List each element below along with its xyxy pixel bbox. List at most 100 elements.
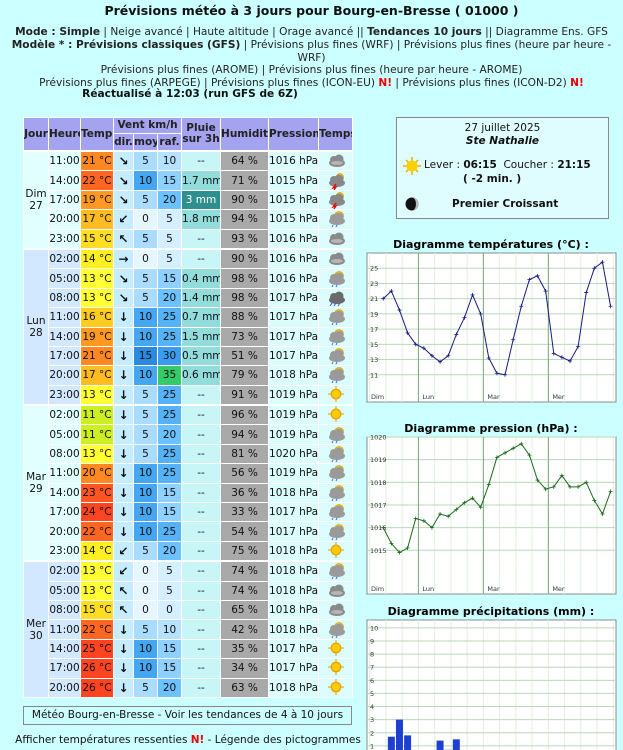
pictogram <box>328 211 345 228</box>
wind-gust: 5 <box>156 580 183 601</box>
moon-icon <box>405 197 419 211</box>
link-text[interactable]: || Diagramme Ens. GFS <box>481 26 608 38</box>
pressure: 1016 hPa <box>268 268 320 289</box>
point <box>527 277 532 282</box>
weather-icon <box>318 326 354 347</box>
weather-icon <box>318 540 354 562</box>
temperature: 24 °C <box>80 502 114 523</box>
column-subheader: dir. <box>113 133 134 152</box>
humidity: 94 % <box>220 424 270 445</box>
link-text[interactable]: | Prévisions plus fines (WRF) | Prévisio… <box>240 38 612 64</box>
point <box>527 453 532 458</box>
time: 02:00 <box>48 248 81 270</box>
rain: 0.4 mm <box>181 268 222 289</box>
wind-average: 5 <box>133 384 158 406</box>
y-tick-label: 1020 <box>370 434 387 442</box>
wind-gust: 15 <box>156 170 183 191</box>
weather-icon <box>318 209 354 230</box>
time: 11:00 <box>48 619 81 640</box>
pictogram <box>327 679 344 695</box>
time: 05:00 <box>48 424 81 445</box>
link-text[interactable]: N! <box>570 77 584 90</box>
pressure: 1017 hPa <box>268 521 320 542</box>
link-text[interactable]: N! <box>190 734 205 746</box>
link-text[interactable]: Prévisions plus fines (AROME) | Prévisio… <box>100 64 523 77</box>
forecast-row: 11:00 22 °C ↓ 5 10 -- 42 % 1018 hPa <box>24 619 354 640</box>
column-header: Jour <box>23 117 49 152</box>
wind-average: 10 <box>133 170 158 191</box>
y-tick-label: 8 <box>370 651 374 659</box>
rain: 1.5 mm <box>181 326 222 347</box>
trend-link[interactable]: Météo Bourg-en-Bresse - Voir les tendanc… <box>23 706 352 725</box>
pictogram <box>328 232 345 245</box>
time: 14:00 <box>48 326 81 347</box>
point <box>478 311 483 316</box>
column-header: Temps <box>318 117 354 152</box>
temperature: 15 °C <box>80 228 114 250</box>
forecast-row: 08:00 13 °C ↓ 5 25 -- 81 % 1020 hPa <box>24 443 354 465</box>
bar <box>436 740 444 750</box>
point <box>559 473 564 478</box>
pressure: 1018 hPa <box>268 560 320 582</box>
point <box>462 500 467 505</box>
pressure: 1019 hPa <box>268 463 320 484</box>
time: 23:00 <box>48 384 81 406</box>
link-text[interactable]: | Neige avancé | Haute altitude | Orage … <box>100 26 368 38</box>
weather-icon <box>318 638 354 660</box>
link-text[interactable]: Modèle * : Prévisions classiques (GFS) <box>11 38 241 51</box>
pictogram <box>328 484 345 502</box>
time: 11:00 <box>48 463 81 484</box>
day-date: 28 <box>29 327 43 340</box>
column-header: Pression <box>268 117 320 152</box>
point <box>397 308 402 313</box>
link-text[interactable]: Prévisions plus fines (ARPEGE) | Prévisi… <box>39 77 379 90</box>
temperature: 13 °C <box>80 268 114 289</box>
link-text[interactable]: Tendances 10 jours <box>367 26 482 38</box>
pressure: 1017 hPa <box>268 287 320 309</box>
weather-icon <box>318 463 354 484</box>
humidity: 88 % <box>220 307 270 328</box>
forecast-row: 05:00 11 °C ↓ 5 20 -- 94 % 1019 hPa <box>24 424 354 445</box>
link-text[interactable]: Afficher températures ressenties <box>15 734 191 746</box>
point <box>559 355 564 360</box>
rain: -- <box>181 677 222 698</box>
y-tick-label: 6 <box>370 677 374 685</box>
pressure: 1017 hPa <box>268 326 320 347</box>
forecast-row: 23:00 14 °C ↙ 5 20 -- 75 % 1018 hPa <box>24 540 354 562</box>
pressure: 1018 hPa <box>268 482 320 504</box>
y-tick-label: 7 <box>370 664 374 672</box>
wind-gust: 25 <box>156 521 183 542</box>
y-tick-label: 4 <box>370 703 374 711</box>
link-text[interactable]: Mode : Simple <box>15 26 101 38</box>
wind-gust: 25 <box>156 443 183 465</box>
rain: 1.8 mm <box>181 209 222 230</box>
link-text[interactable]: N! <box>378 77 393 90</box>
humidity: 56 % <box>220 463 270 484</box>
humidity: 51 % <box>220 345 270 367</box>
point <box>600 260 605 265</box>
sunrise: 06:15 <box>463 159 497 171</box>
point <box>567 484 572 489</box>
rain: 3 mm <box>181 189 222 211</box>
temperature-chart: Diagramme températures (°C) : 11 13 15 17 19 2… <box>366 238 617 403</box>
forecast-row: 23:00 13 °C ↓ 5 25 -- 91 % 1019 hPa <box>24 384 354 406</box>
forecast-row: 20:00 26 °C ↓ 5 20 -- 63 % 1018 hPa <box>24 677 354 698</box>
humidity: 71 % <box>220 170 270 191</box>
column-header: Vent km/h <box>112 116 183 135</box>
y-tick-label: 13 <box>370 356 378 364</box>
point <box>519 441 524 446</box>
link-text[interactable]: | Prévisions plus fines (ICON-D2) <box>392 77 571 90</box>
wind-direction: ↓ <box>113 345 134 367</box>
pictogram <box>328 328 345 345</box>
forecast-row: 05:00 13 °C ↖ 0 5 -- 74 % 1018 hPa <box>24 580 354 601</box>
time: 20:00 <box>48 521 81 542</box>
weather-icon <box>318 677 354 698</box>
rain: -- <box>181 248 222 270</box>
pressure: 1017 hPa <box>268 638 320 660</box>
wind-direction: ↓ <box>113 365 134 386</box>
rain: -- <box>181 482 222 504</box>
time: 11:00 <box>48 150 81 172</box>
link-text[interactable]: - Légende des pictogrammes <box>204 734 361 746</box>
y-tick-label: 1019 <box>370 456 387 464</box>
pressure: 1019 hPa <box>268 404 320 426</box>
